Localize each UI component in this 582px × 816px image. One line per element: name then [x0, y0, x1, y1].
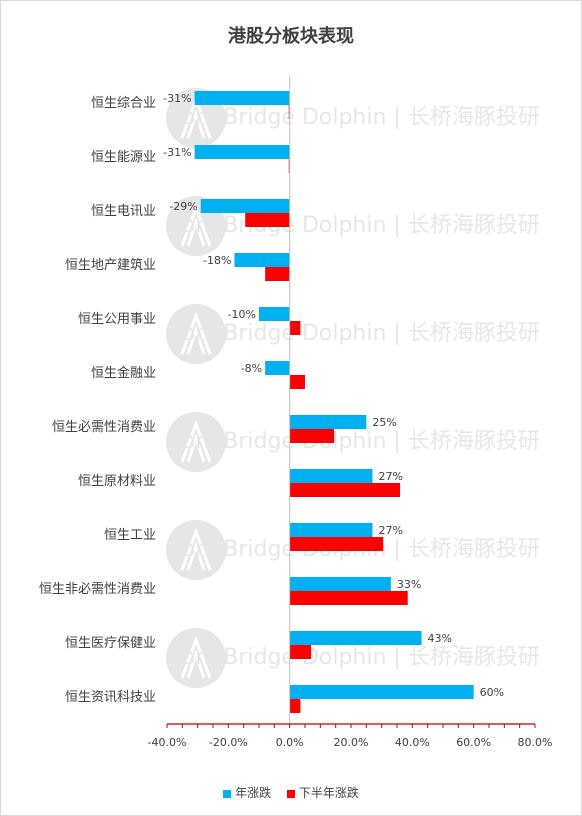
bar-series-1 — [289, 631, 422, 645]
data-label: 60% — [480, 686, 504, 699]
data-label: 43% — [428, 632, 452, 645]
watermark-logo: LongBridge Dolphin | 长桥海豚投研 — [166, 628, 540, 688]
legend-item-series-2: 下半年涨跌 — [286, 784, 359, 801]
bar-series-1 — [289, 523, 373, 537]
legend: 年涨跌 下半年涨跌 — [0, 784, 582, 801]
category-label: 恒生能源业 — [91, 150, 156, 165]
watermark-logo-mark — [180, 635, 212, 679]
data-label: -29% — [169, 200, 197, 213]
axis-layer: -40.0% -20.0% 0.0% 20.0% 40.0% 60.0% 80.0% — [148, 76, 553, 749]
labels-layer: -31% 恒生综合业 -31% 恒生能源业 -29% 恒生电讯业 -18% 恒生地产建筑业 -1… — [39, 92, 504, 705]
watermark-text: LongBridge Dolphin | 长桥海豚投研 — [170, 213, 540, 238]
bar-series-2 — [289, 537, 384, 551]
watermark-logo: LongBridge Dolphin | 长桥海豚投研 — [166, 304, 540, 364]
bar-series-1 — [194, 91, 290, 105]
bar-series-1 — [200, 199, 290, 213]
bar-series-2 — [289, 591, 408, 605]
x-tick-label: -20.0% — [209, 736, 248, 749]
category-label: 恒生医疗保健业 — [65, 636, 156, 651]
bar-series-2 — [265, 267, 290, 281]
watermark-text: LongBridge Dolphin | 长桥海豚投研 — [170, 645, 540, 670]
bar-series-2 — [289, 645, 312, 659]
legend-label-series-2: 下半年涨跌 — [298, 786, 359, 800]
bar-series-1 — [194, 145, 290, 159]
x-tick-label: 80.0% — [518, 736, 553, 749]
data-label: -31% — [163, 146, 191, 159]
data-label: 27% — [378, 470, 402, 483]
data-label: 27% — [378, 524, 402, 537]
category-label: 恒生非必需性消费业 — [39, 582, 156, 597]
watermark-logo: LongBridge Dolphin | 长桥海豚投研 — [166, 412, 540, 472]
category-label: 恒生工业 — [104, 528, 156, 543]
category-label: 恒生金融业 — [91, 365, 156, 381]
bar-series-1 — [259, 307, 290, 321]
x-tick-label: 0.0% — [276, 736, 304, 749]
legend-item-series-1: 年涨跌 — [223, 784, 271, 801]
category-label: 恒生资讯科技业 — [65, 690, 156, 705]
bar-series-1 — [289, 685, 474, 699]
watermark-logo-mark — [180, 419, 212, 463]
bar-series-2 — [289, 321, 301, 335]
x-tick-label: 20.0% — [334, 736, 369, 749]
legend-swatch-series-2 — [286, 789, 295, 798]
watermark-logo: LongBridge Dolphin | 长桥海豚投研 — [166, 88, 540, 148]
bar-series-1 — [234, 253, 290, 267]
bar-series-1 — [289, 469, 373, 483]
legend-label-series-1: 年涨跌 — [235, 786, 272, 800]
category-label: 恒生必需性消费业 — [52, 420, 156, 435]
category-label: 恒生综合业 — [91, 96, 156, 111]
watermark-logo-mark — [180, 527, 212, 571]
x-tick-label: -40.0% — [148, 736, 187, 749]
chart-title: 港股分板块表现 — [228, 26, 354, 47]
x-tick-label: 60.0% — [456, 736, 491, 749]
data-label: -18% — [203, 254, 231, 267]
category-label: 恒生原材料业 — [78, 474, 156, 489]
bar-series-1 — [289, 415, 367, 429]
watermark-logo-mark — [180, 311, 212, 355]
category-label: 恒生地产建筑业 — [65, 257, 156, 273]
bar-series-1 — [265, 361, 290, 375]
legend-swatch-series-1 — [223, 789, 232, 798]
data-label: -31% — [163, 92, 191, 105]
category-label: 恒生公用事业 — [78, 312, 156, 327]
bar-series-2 — [289, 375, 305, 389]
data-label: -10% — [228, 308, 256, 321]
bars-layer — [194, 91, 474, 713]
category-label: 恒生电讯业 — [91, 204, 156, 219]
bar-series-2 — [245, 213, 290, 227]
bar-series-1 — [289, 577, 391, 591]
watermark-text: LongBridge Dolphin | 长桥海豚投研 — [170, 321, 540, 346]
watermark-logo-mark — [180, 203, 212, 247]
data-label: -8% — [241, 362, 262, 375]
bar-series-2 — [289, 483, 401, 497]
data-label: 25% — [372, 416, 396, 429]
bar-series-2 — [289, 429, 335, 443]
data-label: 33% — [397, 578, 421, 591]
bar-series-2 — [289, 699, 301, 713]
x-tick-label: 40.0% — [395, 736, 430, 749]
watermark-text: LongBridge Dolphin | 长桥海豚投研 — [170, 105, 540, 130]
watermark-text: LongBridge Dolphin | 长桥海豚投研 — [170, 429, 540, 454]
